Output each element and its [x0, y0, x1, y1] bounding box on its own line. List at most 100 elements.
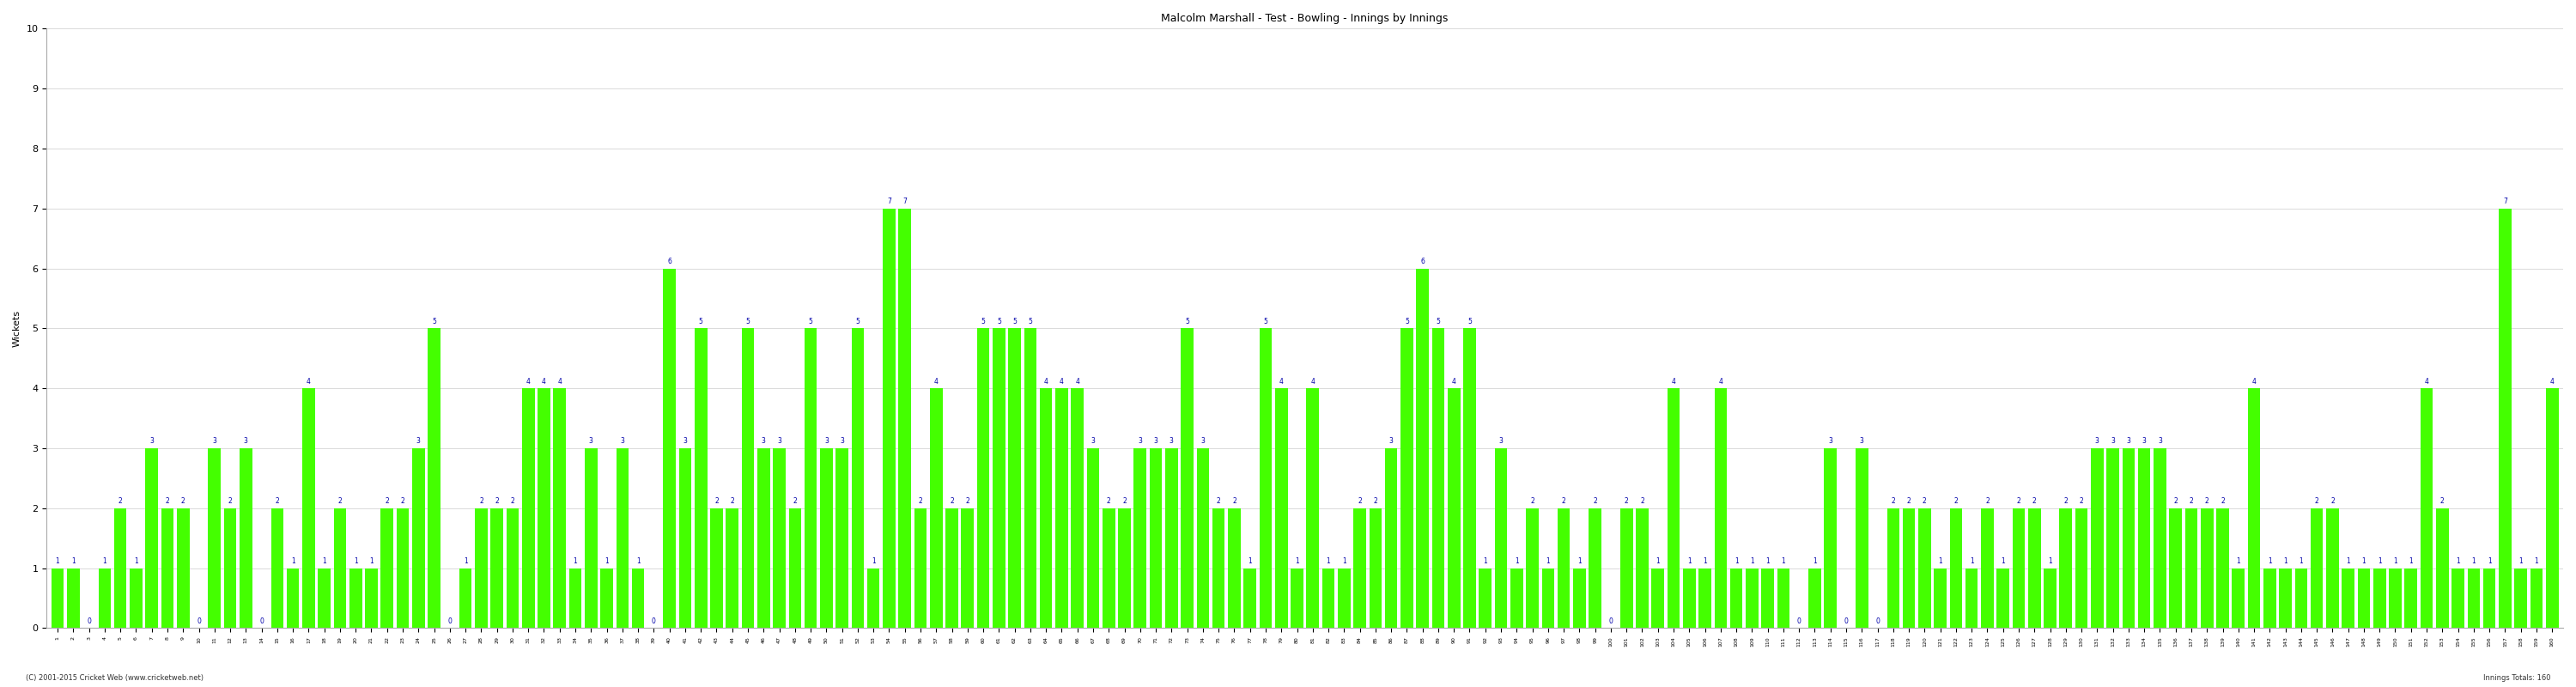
Bar	[538, 388, 551, 628]
Text: 3: 3	[2094, 438, 2099, 445]
Y-axis label: Wickets: Wickets	[13, 310, 21, 347]
Bar	[2123, 448, 2136, 628]
Bar	[2264, 568, 2277, 628]
Bar	[489, 508, 502, 628]
Text: 2: 2	[2079, 497, 2084, 505]
Text: 2: 2	[1955, 497, 1958, 505]
Bar	[1777, 568, 1790, 628]
Bar	[2530, 568, 2543, 628]
Text: 4: 4	[307, 378, 312, 385]
Text: 1: 1	[1546, 557, 1551, 565]
Bar	[1651, 568, 1664, 628]
Bar	[1494, 448, 1507, 628]
Text: 2: 2	[793, 497, 796, 505]
Text: 1: 1	[1515, 557, 1520, 565]
Text: 3: 3	[778, 438, 781, 445]
Bar	[2403, 568, 2416, 628]
Text: 2: 2	[729, 497, 734, 505]
Text: 3: 3	[1200, 438, 1206, 445]
Bar	[1370, 508, 1381, 628]
Bar	[1321, 568, 1334, 628]
Text: 2: 2	[1108, 497, 1110, 505]
Bar	[2076, 508, 2087, 628]
Text: 1: 1	[464, 557, 466, 565]
Text: 1: 1	[2378, 557, 2383, 565]
Bar	[1698, 568, 1710, 628]
Bar	[1543, 568, 1553, 628]
Text: 1: 1	[1687, 557, 1692, 565]
Bar	[67, 568, 80, 628]
Text: 3: 3	[824, 438, 829, 445]
Text: 3: 3	[1829, 438, 1832, 445]
Bar	[2012, 508, 2025, 628]
Text: 2: 2	[1123, 497, 1126, 505]
Bar	[616, 448, 629, 628]
Text: 2: 2	[920, 497, 922, 505]
Text: 1: 1	[72, 557, 75, 565]
Text: 2: 2	[180, 497, 185, 505]
Bar	[1180, 328, 1193, 628]
Text: 1: 1	[1247, 557, 1252, 565]
Text: 2: 2	[337, 497, 343, 505]
Text: 4: 4	[1043, 378, 1048, 385]
Text: 7: 7	[2504, 198, 2506, 205]
Text: 2: 2	[1592, 497, 1597, 505]
Bar	[2107, 448, 2120, 628]
Bar	[1636, 508, 1649, 628]
Bar	[1479, 568, 1492, 628]
Bar	[2184, 508, 2197, 628]
Bar	[98, 568, 111, 628]
Bar	[129, 568, 142, 628]
Bar	[1337, 568, 1350, 628]
Bar	[1056, 388, 1069, 628]
Bar	[1620, 508, 1633, 628]
Bar	[2468, 568, 2481, 628]
Text: 1: 1	[1937, 557, 1942, 565]
Text: 1: 1	[1703, 557, 1708, 565]
Text: 2: 2	[1922, 497, 1927, 505]
Bar	[474, 508, 487, 628]
Text: 3: 3	[245, 438, 247, 445]
Text: 3: 3	[1388, 438, 1394, 445]
Text: 1: 1	[1484, 557, 1486, 565]
Text: 2: 2	[2190, 497, 2192, 505]
Bar	[1558, 508, 1569, 628]
Text: 4: 4	[1059, 378, 1064, 385]
Text: 2: 2	[966, 497, 969, 505]
Text: 2: 2	[2017, 497, 2020, 505]
Bar	[884, 208, 896, 628]
Text: 2: 2	[479, 497, 484, 505]
Text: 2: 2	[951, 497, 953, 505]
Bar	[914, 508, 927, 628]
Bar	[286, 568, 299, 628]
Text: 1: 1	[368, 557, 374, 565]
Text: 2: 2	[1216, 497, 1221, 505]
Bar	[726, 508, 739, 628]
Bar	[2545, 388, 2558, 628]
Bar	[1904, 508, 1914, 628]
Text: 0: 0	[1844, 618, 1847, 625]
Text: 1: 1	[2362, 557, 2365, 565]
Bar	[585, 448, 598, 628]
Bar	[631, 568, 644, 628]
Text: 4: 4	[526, 378, 531, 385]
Bar	[1401, 328, 1414, 628]
Text: 4: 4	[1453, 378, 1455, 385]
Bar	[899, 208, 912, 628]
Bar	[2483, 568, 2496, 628]
Bar	[2514, 568, 2527, 628]
Text: 2: 2	[2439, 497, 2445, 505]
Text: 1: 1	[1656, 557, 1659, 565]
Text: 1: 1	[134, 557, 139, 565]
Text: 5: 5	[1185, 317, 1190, 326]
Bar	[317, 568, 330, 628]
Text: 0: 0	[196, 618, 201, 625]
Bar	[1463, 328, 1476, 628]
Text: 5: 5	[1437, 317, 1440, 326]
Text: 2: 2	[1625, 497, 1628, 505]
Text: 0: 0	[652, 618, 657, 625]
Bar	[1855, 448, 1868, 628]
Bar	[1417, 269, 1430, 628]
Bar	[2092, 448, 2105, 628]
Bar	[178, 508, 191, 628]
